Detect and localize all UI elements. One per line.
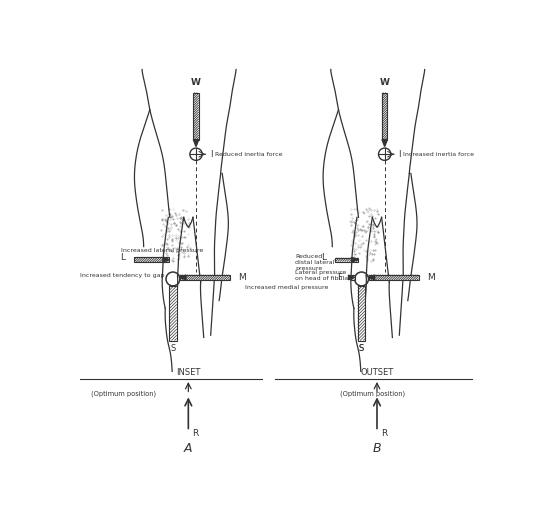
Text: I: I	[210, 150, 212, 159]
Polygon shape	[348, 275, 355, 280]
Text: F: F	[337, 273, 342, 282]
Text: (Optimum position): (Optimum position)	[91, 391, 156, 397]
Text: W: W	[380, 78, 389, 87]
Bar	[169, 286, 177, 341]
Text: L: L	[120, 253, 126, 262]
Polygon shape	[382, 139, 387, 146]
Text: INSET: INSET	[176, 367, 201, 377]
Bar	[180, 275, 230, 280]
Text: Lateral pressure
on head of fibula: Lateral pressure on head of fibula	[295, 270, 348, 280]
Text: Increased medial pressure: Increased medial pressure	[246, 285, 328, 290]
Text: S: S	[359, 344, 364, 353]
Bar	[334, 258, 358, 262]
Text: B: B	[373, 441, 381, 455]
Text: Reduced inertia force: Reduced inertia force	[215, 152, 282, 157]
Text: R: R	[192, 429, 198, 438]
Text: W: W	[191, 78, 201, 87]
Text: L: L	[321, 253, 326, 262]
Text: M: M	[239, 273, 246, 282]
Bar	[369, 275, 418, 280]
Text: Increased inertia force: Increased inertia force	[403, 152, 474, 157]
Text: M: M	[427, 273, 435, 282]
Text: Increased lateral pressure: Increased lateral pressure	[120, 248, 203, 253]
Text: S: S	[359, 344, 364, 353]
Bar	[193, 92, 198, 139]
Text: R: R	[381, 429, 387, 438]
Bar	[134, 257, 169, 262]
Bar	[358, 286, 365, 341]
Text: Increased tendency to gap: Increased tendency to gap	[80, 272, 164, 278]
Text: A: A	[184, 441, 193, 455]
Text: S: S	[170, 344, 175, 353]
Bar	[382, 92, 387, 139]
Bar	[351, 275, 355, 280]
Text: Reduced
distal lateral
pressure: Reduced distal lateral pressure	[295, 254, 335, 271]
Polygon shape	[369, 275, 374, 280]
Polygon shape	[193, 139, 198, 146]
Text: I: I	[399, 150, 401, 159]
Polygon shape	[180, 275, 186, 280]
Polygon shape	[163, 257, 169, 262]
Polygon shape	[351, 257, 358, 262]
Text: OUTSET: OUTSET	[361, 367, 394, 377]
Text: (Optimum position): (Optimum position)	[340, 391, 405, 397]
